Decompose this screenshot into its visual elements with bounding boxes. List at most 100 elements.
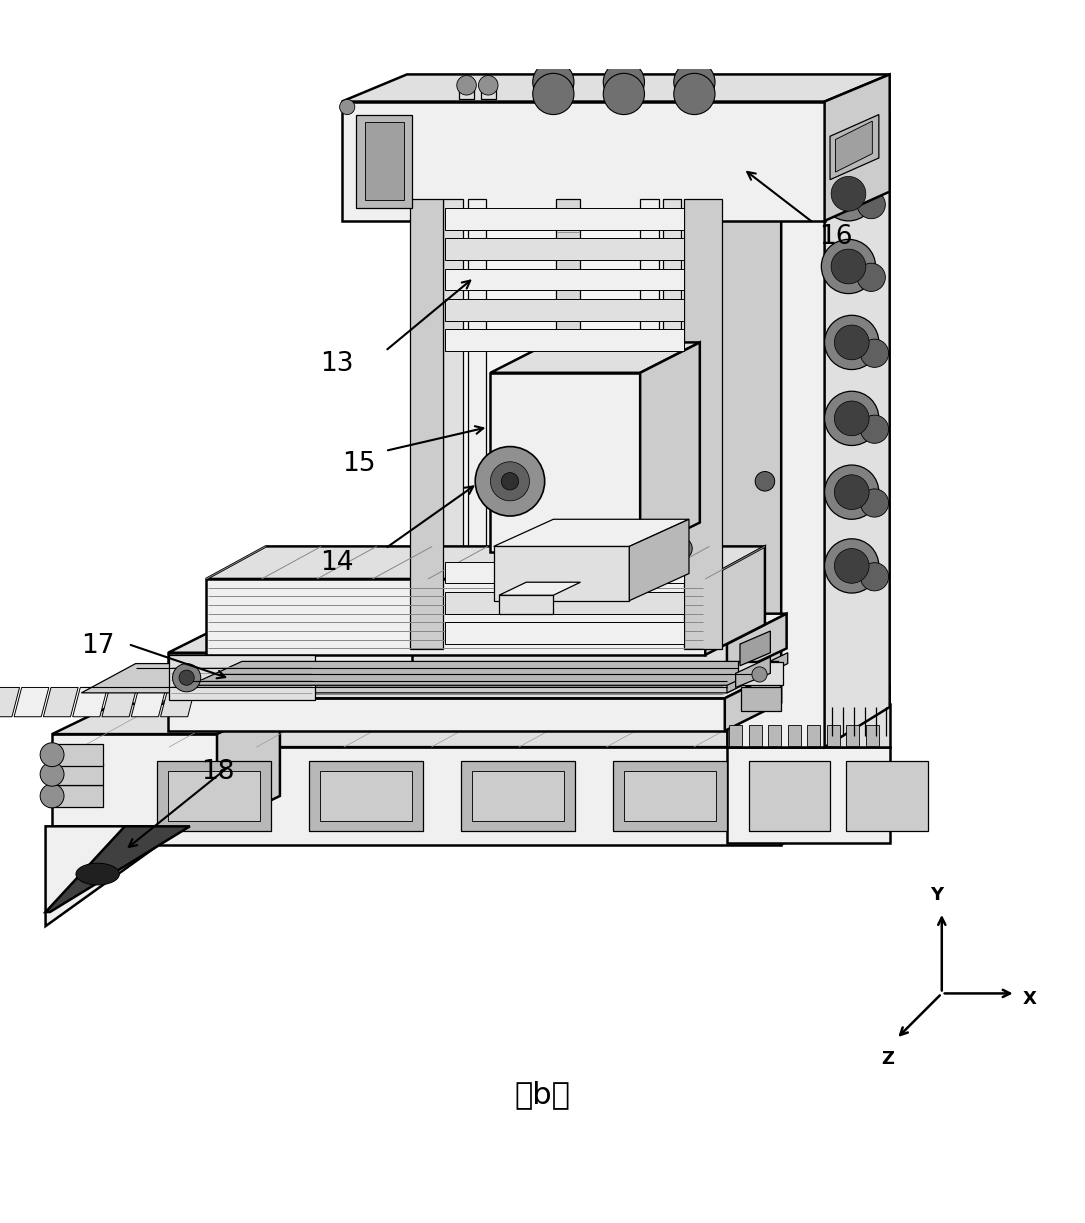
Polygon shape	[412, 614, 787, 645]
Circle shape	[825, 465, 879, 520]
Polygon shape	[206, 547, 765, 578]
Text: 15: 15	[342, 451, 375, 477]
Circle shape	[475, 446, 545, 516]
Polygon shape	[81, 664, 781, 693]
Polygon shape	[738, 663, 783, 685]
Polygon shape	[727, 113, 890, 135]
Polygon shape	[309, 761, 423, 830]
Circle shape	[755, 472, 775, 492]
Polygon shape	[629, 520, 689, 600]
Polygon shape	[73, 687, 107, 717]
Polygon shape	[663, 199, 681, 649]
Polygon shape	[445, 238, 684, 260]
Polygon shape	[190, 662, 779, 685]
Circle shape	[825, 316, 879, 369]
Polygon shape	[494, 520, 689, 547]
Circle shape	[821, 166, 876, 221]
Polygon shape	[443, 199, 463, 649]
Polygon shape	[14, 687, 49, 717]
Circle shape	[603, 61, 644, 103]
Polygon shape	[846, 725, 859, 746]
Circle shape	[834, 549, 869, 583]
Circle shape	[860, 563, 889, 591]
Circle shape	[857, 191, 885, 219]
Polygon shape	[0, 687, 20, 717]
Polygon shape	[736, 657, 770, 687]
Polygon shape	[445, 329, 684, 351]
Polygon shape	[613, 761, 727, 830]
Circle shape	[857, 263, 885, 291]
Circle shape	[501, 472, 519, 490]
Polygon shape	[624, 770, 716, 821]
Polygon shape	[217, 703, 280, 827]
Polygon shape	[445, 298, 684, 320]
Circle shape	[340, 99, 355, 115]
Circle shape	[179, 670, 194, 685]
Polygon shape	[81, 687, 890, 747]
Text: Z: Z	[881, 1049, 894, 1068]
Circle shape	[821, 240, 876, 294]
Circle shape	[834, 325, 869, 360]
Polygon shape	[52, 734, 217, 827]
Polygon shape	[490, 373, 640, 552]
Text: Y: Y	[930, 887, 943, 905]
Polygon shape	[445, 623, 684, 645]
Circle shape	[752, 667, 767, 682]
Polygon shape	[157, 761, 271, 830]
Polygon shape	[412, 183, 781, 199]
Polygon shape	[168, 770, 260, 821]
Circle shape	[860, 339, 889, 367]
Circle shape	[825, 391, 879, 445]
Polygon shape	[727, 135, 825, 747]
Polygon shape	[749, 761, 830, 830]
Polygon shape	[727, 653, 788, 693]
Polygon shape	[807, 725, 820, 746]
Polygon shape	[727, 703, 890, 747]
Polygon shape	[830, 115, 879, 180]
Polygon shape	[161, 687, 195, 717]
Circle shape	[674, 73, 715, 115]
Polygon shape	[727, 747, 890, 843]
Polygon shape	[52, 703, 280, 734]
Text: 14: 14	[320, 549, 354, 576]
Polygon shape	[827, 725, 840, 746]
Polygon shape	[168, 625, 781, 653]
Polygon shape	[684, 199, 722, 649]
Circle shape	[825, 539, 879, 593]
Polygon shape	[206, 578, 705, 654]
Ellipse shape	[76, 863, 119, 885]
Polygon shape	[640, 342, 700, 552]
Circle shape	[173, 664, 201, 692]
Polygon shape	[722, 183, 781, 649]
Polygon shape	[499, 582, 580, 596]
Polygon shape	[445, 208, 684, 230]
Polygon shape	[727, 614, 787, 676]
Polygon shape	[788, 725, 801, 746]
Polygon shape	[320, 770, 412, 821]
Polygon shape	[46, 827, 184, 926]
Polygon shape	[835, 121, 872, 172]
Polygon shape	[43, 687, 78, 717]
Circle shape	[831, 176, 866, 212]
Polygon shape	[49, 763, 103, 785]
Circle shape	[40, 784, 64, 808]
Circle shape	[533, 73, 574, 115]
Text: X: X	[1023, 989, 1037, 1008]
Polygon shape	[499, 596, 553, 614]
Polygon shape	[356, 115, 412, 208]
Polygon shape	[825, 113, 890, 747]
Circle shape	[860, 415, 889, 443]
Text: （b）: （b）	[514, 1080, 571, 1109]
Circle shape	[674, 61, 715, 103]
Polygon shape	[445, 561, 684, 583]
Polygon shape	[740, 631, 770, 665]
Polygon shape	[445, 269, 684, 290]
Polygon shape	[169, 654, 315, 701]
Polygon shape	[846, 761, 928, 830]
Polygon shape	[825, 75, 890, 221]
Circle shape	[860, 489, 889, 517]
Polygon shape	[168, 698, 725, 731]
Polygon shape	[781, 687, 890, 845]
Circle shape	[831, 249, 866, 284]
Polygon shape	[49, 785, 103, 807]
